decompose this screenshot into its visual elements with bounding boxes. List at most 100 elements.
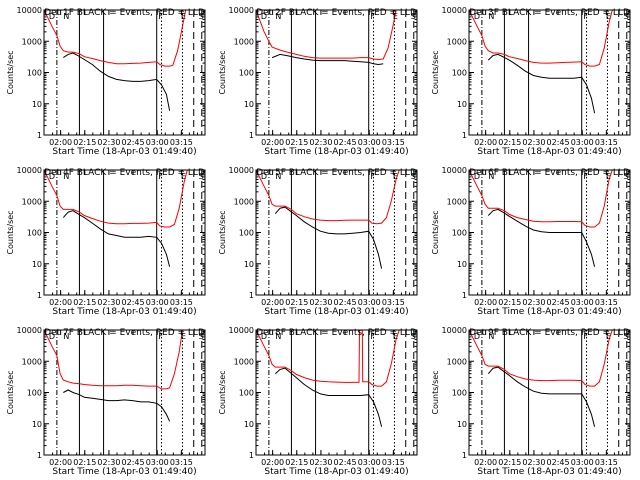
corner-marker: D xyxy=(474,172,480,181)
y-tick-label: 1 xyxy=(37,451,42,460)
x-tick-label: 02:15 xyxy=(73,298,96,307)
x-tick-label: 03:15 xyxy=(595,298,618,307)
x-tick-label: 03:00 xyxy=(358,458,381,467)
y-tick-label: 10000 xyxy=(442,6,467,15)
corner-marker: E xyxy=(606,332,611,341)
events-series-line xyxy=(274,206,383,269)
corner-marker: D xyxy=(49,12,55,21)
x-tick-label: 02:30 xyxy=(522,298,545,307)
y-tick-label: 10000 xyxy=(442,166,467,175)
lld-series-line xyxy=(256,10,397,61)
y-axis-label: Counts/sec xyxy=(218,50,227,94)
y-tick-label: 1 xyxy=(462,451,467,460)
x-tick-label: 03:00 xyxy=(358,298,381,307)
events-series-line xyxy=(63,52,171,111)
corner-marker: D xyxy=(261,332,267,341)
corner-marker: F xyxy=(158,12,163,21)
y-tick-label: 100 xyxy=(452,69,467,78)
x-tick-label: 02:00 xyxy=(261,138,284,147)
y-tick-label: 100 xyxy=(239,229,254,238)
lld-series-line xyxy=(256,170,400,225)
x-tick-label: 02:30 xyxy=(522,138,545,147)
y-tick-label: 1000 xyxy=(22,357,42,366)
corner-marker: N xyxy=(488,172,494,181)
y-tick-label: 10 xyxy=(32,260,42,269)
corner-marker: F xyxy=(370,12,375,21)
y-tick-label: 10 xyxy=(244,420,254,429)
y-tick-label: 100 xyxy=(27,229,42,238)
y-axis-label: Counts/sec xyxy=(431,370,440,414)
x-tick-label: 02:30 xyxy=(309,458,332,467)
y-tick-label: 1000 xyxy=(447,197,467,206)
x-tick-label: 02:45 xyxy=(122,458,145,467)
corner-marker: S xyxy=(411,332,416,341)
y-tick-label: 1 xyxy=(37,131,42,140)
y-tick-label: 100 xyxy=(27,69,42,78)
panel-title: Det 5F BLACK = Events, RED = LLD xyxy=(256,168,417,178)
plot-frame xyxy=(43,9,206,136)
corner-marker: S xyxy=(624,172,629,181)
y-tick-label: 1 xyxy=(462,131,467,140)
corner-marker: N xyxy=(488,332,494,341)
corner-marker: D xyxy=(49,332,55,341)
y-axis-label: Counts/sec xyxy=(6,210,15,254)
x-tick-label: 02:00 xyxy=(261,458,284,467)
y-axis-label: Counts/sec xyxy=(6,370,15,414)
x-tick-label: 02:45 xyxy=(334,298,357,307)
x-tick-label: 02:00 xyxy=(474,458,497,467)
x-tick-label: 03:00 xyxy=(571,298,594,307)
corner-marker: N xyxy=(275,332,281,341)
events-series-line xyxy=(274,367,383,427)
x-tick-label: 03:15 xyxy=(382,138,405,147)
lld-series-line xyxy=(256,330,400,387)
plot-frame xyxy=(255,169,418,296)
y-tick-label: 10000 xyxy=(229,326,254,335)
y-tick-label: 10 xyxy=(244,100,254,109)
y-tick-label: 10 xyxy=(244,260,254,269)
corner-marker: N xyxy=(275,172,281,181)
corner-marker: E xyxy=(606,172,611,181)
x-tick-label: 02:15 xyxy=(498,458,521,467)
y-tick-label: 10 xyxy=(32,100,42,109)
corner-marker: F xyxy=(583,12,588,21)
corner-marker: S xyxy=(624,332,629,341)
x-axis-label: Start Time (18-Apr-03 01:49:40) xyxy=(264,147,408,157)
x-tick-label: 02:15 xyxy=(73,138,96,147)
x-tick-label: 02:45 xyxy=(334,458,357,467)
x-tick-label: 02:30 xyxy=(97,138,120,147)
x-axis-label: Start Time (18-Apr-03 01:49:40) xyxy=(52,307,196,317)
x-tick-label: 02:00 xyxy=(49,138,72,147)
y-tick-label: 1000 xyxy=(447,357,467,366)
x-axis-label: Start Time (18-Apr-03 01:49:40) xyxy=(264,307,408,317)
lld-series-line xyxy=(44,330,183,390)
x-tick-label: 03:00 xyxy=(146,138,169,147)
x-tick-label: 02:30 xyxy=(97,298,120,307)
x-tick-label: 02:45 xyxy=(334,138,357,147)
y-tick-label: 10000 xyxy=(442,326,467,335)
corner-marker: S xyxy=(199,12,204,21)
x-tick-label: 02:15 xyxy=(285,138,308,147)
y-tick-label: 1000 xyxy=(22,37,42,46)
lld-series-line xyxy=(44,10,187,67)
corner-marker: E xyxy=(606,12,611,21)
x-tick-label: 03:00 xyxy=(571,138,594,147)
y-tick-label: 1 xyxy=(249,451,254,460)
x-tick-label: 02:45 xyxy=(547,458,570,467)
corner-marker: E xyxy=(181,12,186,21)
panel-title: Det 2F BLACK = Events, RED = LLD xyxy=(256,8,417,18)
x-tick-label: 03:15 xyxy=(382,458,405,467)
corner-marker: S xyxy=(411,172,416,181)
y-axis-label: Counts/sec xyxy=(431,50,440,94)
y-tick-label: 1000 xyxy=(234,37,254,46)
corner-marker: E xyxy=(181,172,186,181)
x-tick-label: 02:45 xyxy=(547,298,570,307)
y-tick-label: 10000 xyxy=(17,326,42,335)
corner-marker: F xyxy=(158,332,163,341)
corner-marker: F xyxy=(370,172,375,181)
x-tick-label: 03:15 xyxy=(382,298,405,307)
